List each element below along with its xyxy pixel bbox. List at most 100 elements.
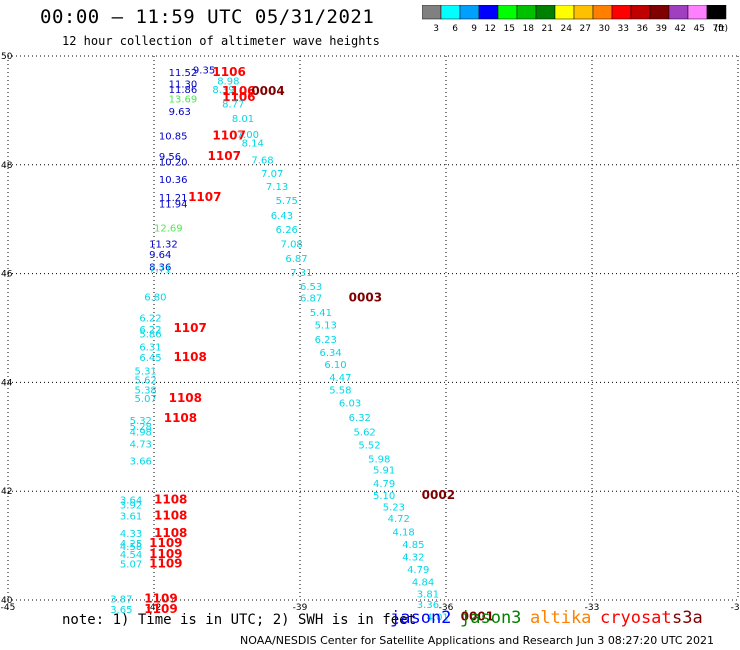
wave-height-value: 6.23 — [315, 335, 337, 346]
color-bin-label: 21 — [542, 24, 553, 34]
wave-height-value: 7.71 — [149, 265, 171, 276]
credit-line: NOAA/NESDIS Center for Satellite Applica… — [240, 634, 715, 647]
wave-height-value: 4.32 — [402, 552, 424, 563]
track-time-label: 1109 — [144, 591, 177, 605]
color-scale-unit: (ft) — [714, 24, 728, 34]
wave-height-value: 6.87 — [300, 294, 322, 305]
track-time-label: 1109 — [149, 536, 182, 550]
wave-height-value: 10.85 — [159, 131, 188, 142]
wave-height-value: 3.87 — [110, 594, 132, 605]
wave-height-value: 6.31 — [139, 342, 161, 353]
track-time-label: 1108 — [173, 350, 206, 364]
wave-height-value: 5.13 — [315, 321, 337, 332]
wave-height-value: 8.01 — [232, 114, 254, 125]
wave-height-value: 5.62 — [135, 376, 157, 387]
wave-height-value: 11.21 — [159, 193, 188, 204]
wave-height-value: 6.26 — [276, 225, 298, 236]
x-tick-label: -39 — [293, 603, 308, 613]
wave-height-value: 3.66 — [130, 457, 152, 468]
wave-height-value: 5.38 — [135, 385, 157, 396]
wave-height-value: 6.43 — [271, 211, 293, 222]
x-tick-label: -42 — [147, 603, 162, 613]
wave-height-value: 11.86 — [169, 85, 198, 96]
wave-height-value: 10.20 — [159, 158, 188, 169]
color-bin-label: 12 — [485, 24, 496, 34]
wave-height-value: 7.08 — [281, 240, 303, 251]
x-tick-label: -36 — [439, 603, 454, 613]
wave-height-value: 6.22 — [139, 325, 161, 336]
track-time-label: 1107 — [173, 321, 206, 335]
color-bin-label: 15 — [504, 24, 515, 34]
wave-height-value: 3.81 — [417, 589, 439, 600]
wave-height-value: 4.85 — [402, 540, 424, 551]
y-tick-label: 40 — [1, 596, 13, 606]
color-bin-label: 30 — [599, 24, 611, 34]
y-tick-label: 50 — [1, 52, 13, 62]
wave-height-value: 5.62 — [354, 427, 376, 438]
track-time-label: 1108 — [164, 411, 197, 425]
wave-height-value: 3.61 — [120, 512, 142, 523]
wave-height-value: 11.30 — [169, 80, 198, 91]
wave-height-value: 4.54 — [120, 550, 142, 561]
track-time-label: 1107 — [208, 149, 241, 163]
wave-height-value: 8.36 — [149, 263, 171, 274]
wave-height-value: 8.14 — [242, 138, 264, 149]
color-bin-label: 18 — [523, 24, 535, 34]
wave-height-value: 9.64 — [149, 250, 171, 261]
wave-height-value: 6.45 — [139, 353, 161, 364]
wave-height-value: 5.31 — [135, 366, 157, 377]
wave-height-value: 5.07 — [135, 394, 157, 405]
color-bin-label: 33 — [618, 24, 629, 34]
color-bin-label: 36 — [637, 24, 649, 34]
legend-altika: altika — [530, 608, 592, 628]
wave-height-value: 11.94 — [159, 199, 188, 210]
wave-height-value: 3.36 — [417, 600, 439, 611]
y-tick-label: 46 — [1, 270, 13, 280]
wave-height-value: 4.58 — [120, 542, 142, 553]
wave-height-value: 5.23 — [383, 502, 405, 513]
wave-height-value: 9.56 — [159, 152, 181, 163]
chart-title: 00:00 – 11:59 UTC 05/31/2021 — [40, 6, 375, 28]
wave-height-value: 6.03 — [339, 399, 361, 410]
wave-height-value: 4.33 — [120, 529, 142, 540]
wave-height-value: 6.34 — [319, 348, 341, 359]
track-time-label: 1108 — [169, 391, 202, 405]
track-time-label: 0004 — [251, 84, 284, 98]
color-bin-label: 45 — [694, 24, 705, 34]
wave-height-value: 6.32 — [349, 413, 371, 424]
wave-height-value: 8.98 — [217, 76, 239, 87]
x-tick-label: -45 — [1, 603, 16, 613]
wave-height-value: 4.79 — [373, 479, 395, 490]
wave-height-value: 8.39 — [212, 85, 234, 96]
legend-jason3: jason3 — [460, 608, 522, 628]
wave-height-value: 4.72 — [388, 514, 410, 525]
wave-height-value: 8.77 — [222, 99, 244, 110]
wave-height-value: 6.53 — [300, 282, 322, 293]
wave-height-value: 4.47 — [329, 373, 351, 384]
track-time-label: 1108 — [154, 526, 187, 540]
color-bin-label: 24 — [561, 24, 573, 34]
wave-height-value: 4.79 — [407, 565, 429, 576]
y-tick-label: 48 — [1, 161, 13, 171]
wave-height-value: 7.31 — [290, 268, 312, 279]
wave-height-value: 9.63 — [169, 107, 191, 118]
wave-height-value: 5.75 — [276, 196, 298, 207]
wave-height-value: 11.32 — [149, 240, 178, 251]
footnote: note: 1) Time is in UTC; 2) SWH is in fe… — [62, 612, 417, 628]
wave-height-value: 7.68 — [251, 155, 273, 166]
wave-height-value: 4.25 — [120, 539, 142, 550]
wave-height-value: 5.07 — [120, 560, 142, 571]
y-tick-label: 44 — [1, 378, 13, 388]
wave-height-value: 4.84 — [412, 578, 434, 589]
track-time-label: 1108 — [154, 492, 187, 506]
track-time-label: 1107 — [188, 190, 221, 204]
wave-height-value: 6.10 — [324, 360, 346, 371]
chart-subtitle: 12 hour collection of altimeter wave hei… — [62, 34, 380, 48]
wave-height-value: 6.80 — [144, 292, 166, 303]
wave-height-value: 6.87 — [285, 254, 307, 265]
color-bin-label: 9 — [471, 24, 477, 34]
track-time-label: 0001 — [461, 609, 494, 623]
wave-height-value: 5.41 — [310, 308, 332, 319]
wave-height-value: 3.65 — [110, 605, 132, 616]
wave-height-value: 4.18 — [392, 527, 414, 538]
